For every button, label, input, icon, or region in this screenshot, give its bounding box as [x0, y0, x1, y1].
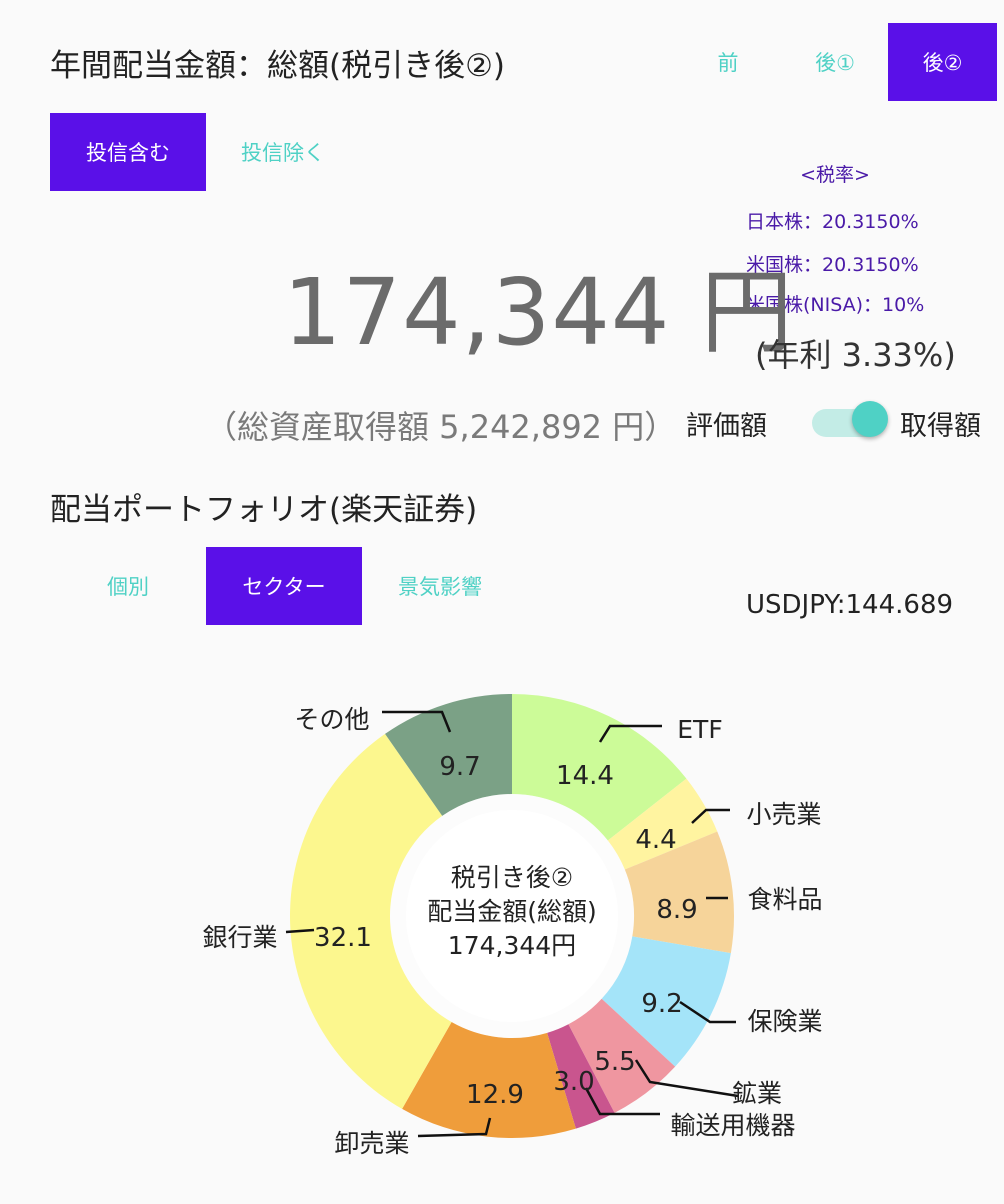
donut-slice[interactable]	[289, 733, 452, 1109]
donut-slice[interactable]	[512, 694, 687, 841]
leader-line	[679, 1000, 736, 1024]
page-title: 年間配当金額：総額(税引き後②)	[50, 48, 505, 84]
leader-line	[417, 1117, 492, 1138]
slice-value-label: 9.7	[439, 752, 480, 782]
leader-line	[382, 710, 452, 733]
donut-center-text: 配当金額(総額)	[427, 897, 597, 926]
leader-line	[584, 1087, 660, 1116]
slice-name-label: その他	[294, 705, 369, 734]
leader-line	[691, 808, 730, 824]
donut-center-text: 174,344円	[448, 931, 576, 960]
donut-slice[interactable]	[547, 1024, 615, 1129]
tab-sector[interactable]: セクター	[206, 547, 362, 625]
include-funds-button[interactable]: 投信含む	[50, 113, 206, 191]
leader-line	[285, 928, 315, 934]
tax-rate-us: 米国株：20.3150%	[746, 254, 919, 276]
donut-slice[interactable]	[568, 998, 676, 1113]
slice-name-label: 鉱業	[732, 1079, 782, 1108]
leader-line	[598, 724, 662, 743]
slice-value-label: 9.2	[641, 989, 682, 1019]
donut-slice[interactable]	[601, 936, 731, 1067]
slice-value-label: 12.9	[466, 1080, 524, 1110]
donut-chart-svg: 14.4 4.4 8.9 9.25.53.0 12.9 32.1 9.7 ETF 小売業食料品…	[202, 694, 823, 1158]
tax-rate-japan: 日本株：20.3150%	[746, 211, 919, 233]
slice-value-label: 32.1	[314, 923, 372, 953]
cost-label: 取得額	[900, 411, 981, 442]
slice-name-label: 小売業	[746, 800, 821, 829]
slice-value-label: 14.4	[556, 761, 614, 791]
slice-name-label: 卸売業	[334, 1129, 409, 1158]
slice-name-label: 食料品	[747, 885, 822, 914]
tax-rate-heading: <税率>	[800, 164, 870, 186]
portfolio-title: 配当ポートフォリオ(楽天証券)	[50, 492, 478, 528]
fx-rate: USDJPY:144.689	[746, 590, 954, 620]
slice-name-label: ETF	[677, 715, 722, 744]
basis-toggle-knob[interactable]	[852, 401, 888, 437]
donut-slice[interactable]	[607, 778, 718, 870]
tax-mode-after2-button[interactable]: 後②	[888, 23, 997, 101]
annual-dividend-amount: 174,344 円	[283, 259, 794, 366]
slice-value-label: 5.5	[594, 1047, 635, 1077]
donut-slice[interactable]	[402, 1022, 576, 1138]
slice-value-label: 4.4	[635, 825, 676, 855]
donut-slice[interactable]	[385, 694, 512, 816]
tab-economic-impact[interactable]: 景気影響	[398, 575, 482, 599]
tax-mode-before-button[interactable]: 前	[717, 51, 739, 75]
total-asset-cost: （総資産取得額 5,242,892 円）	[205, 408, 677, 446]
donut-slice[interactable]	[624, 831, 734, 954]
leader-line	[634, 1059, 739, 1098]
slice-name-label: 銀行業	[202, 923, 277, 952]
donut-center-text: 税引き後②	[451, 863, 573, 892]
valuation-label: 評価額	[686, 411, 767, 442]
slice-name-label: 輸送用機器	[670, 1111, 795, 1140]
tab-individual[interactable]: 個別	[107, 575, 149, 599]
slice-value-label: 3.0	[553, 1067, 594, 1097]
exclude-funds-button[interactable]: 投信除く	[241, 141, 325, 165]
donut-center	[406, 810, 618, 1022]
sector-donut-chart: 14.4 4.4 8.9 9.2 5.5 3.0 12.9 32.1 9.7 ETF 小売業食料品…	[0, 640, 1004, 1200]
tax-rate-us-nisa: 米国株(NISA)：10%	[746, 294, 925, 316]
annual-yield: (年利 3.33%)	[755, 336, 956, 374]
slice-name-label: 保険業	[747, 1007, 822, 1036]
tax-mode-after1-button[interactable]: 後①	[815, 51, 855, 75]
slice-value-label: 8.9	[656, 895, 697, 925]
